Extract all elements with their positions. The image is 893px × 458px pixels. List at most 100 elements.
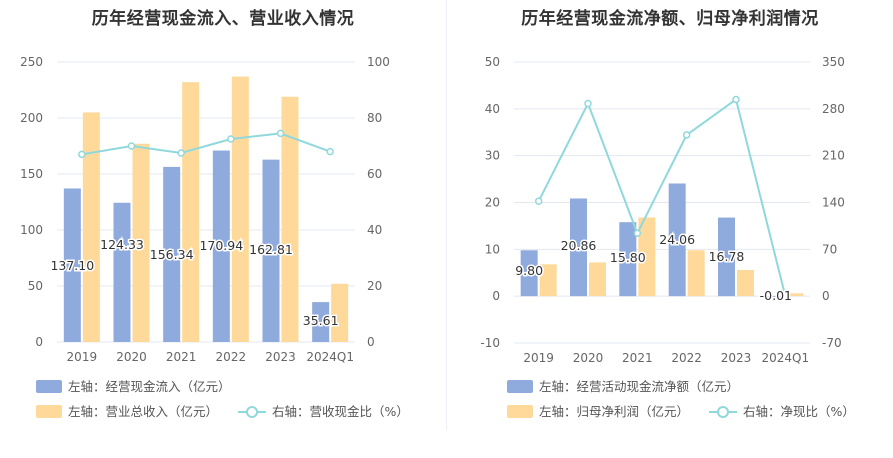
line-point	[732, 95, 740, 104]
bar	[687, 250, 705, 297]
legend-swatch	[507, 380, 533, 393]
line-point	[682, 131, 691, 139]
y-tick-label-left: 50	[485, 55, 500, 69]
legend-item-revenue-cash-ratio[interactable]: 右轴：营收现金比（%）	[238, 401, 409, 420]
y-tick-label-right: 280	[822, 102, 845, 116]
data-label: 137.10	[50, 258, 94, 273]
y-tick-label-right: 40	[367, 223, 382, 237]
x-tick-label: 2021	[166, 350, 197, 364]
legend-item-revenue[interactable]: 左轴：营业总收入（亿元）	[36, 401, 218, 420]
panel-divider	[446, 0, 447, 430]
bar	[231, 76, 249, 342]
data-label: 35.61	[303, 313, 339, 328]
line-point	[177, 149, 185, 157]
series-line	[537, 97, 787, 297]
y-tick-label-right: 350	[822, 55, 845, 69]
data-label: 124.33	[100, 237, 144, 252]
line-point	[227, 135, 235, 143]
bar	[718, 217, 735, 297]
x-tick-label: 2024Q1	[306, 350, 354, 364]
bar	[786, 293, 804, 297]
data-label: 170.94	[199, 238, 243, 253]
y-tick-label-left: 50	[28, 279, 43, 293]
y-tick-label-right: 0	[822, 289, 830, 303]
line-point	[78, 150, 86, 159]
line-point	[584, 99, 592, 108]
bar	[312, 302, 330, 342]
legend-item-net-cash-ratio[interactable]: 右轴：净现比（%）	[709, 401, 855, 420]
x-tick-label: 2024Q1	[762, 351, 810, 365]
x-tick-label: 2023	[265, 350, 296, 364]
legend-swatch	[36, 380, 62, 393]
line-point	[276, 129, 285, 138]
y-tick-label-left: 20	[485, 196, 500, 210]
chart-panel-netcash-profit: 历年经营现金流净额、归母净利润情况 -10 0 10 20 30 40 50 -70 0 70 14…	[447, 0, 893, 458]
x-tick-label: 2023	[721, 351, 752, 365]
legend-label: 左轴：经营活动现金流净额（亿元）	[539, 379, 740, 394]
bar	[132, 143, 150, 342]
bar	[520, 250, 538, 297]
legend-item-cash-inflow[interactable]: 左轴：经营现金流入（亿元）	[36, 376, 231, 395]
y-tick-label-right: 20	[367, 279, 382, 293]
y-tick-label-left: 200	[20, 111, 43, 125]
bar	[570, 198, 587, 297]
legend-label: 右轴：净现比（%）	[743, 404, 855, 419]
legend-label: 左轴：归母净利润（亿元）	[539, 404, 690, 419]
chart-plot-area: 0 50 100 150 200 250 0 20 40 60 80 100 2019 2020 2021 2…	[20, 55, 390, 364]
legend-label: 左轴：营业总收入（亿元）	[68, 404, 219, 419]
bar	[63, 188, 81, 342]
legend-item-net-profit[interactable]: 左轴：归母净利润（亿元）	[507, 401, 689, 420]
y-tick-label-right: 70	[822, 242, 837, 256]
bar	[619, 222, 637, 297]
y-tick-label-right: 0	[367, 335, 375, 349]
bar	[82, 112, 100, 343]
y-tick-label-left: -10	[480, 336, 500, 350]
x-tick-label: 2020	[116, 350, 147, 364]
line-point	[326, 147, 334, 156]
data-label: 15.80	[610, 250, 646, 265]
legend-swatch	[507, 405, 533, 418]
bar	[331, 283, 349, 342]
line-point	[781, 292, 790, 300]
bar	[539, 264, 557, 297]
legend-swatch	[36, 405, 62, 418]
data-label: 9.80	[515, 263, 543, 278]
bar	[638, 217, 656, 297]
data-label: 16.78	[709, 249, 745, 264]
data-label: 24.06	[659, 232, 695, 247]
legend-item-net-operating-cash[interactable]: 左轴：经营活动现金流净额（亿元）	[507, 376, 739, 395]
series-line	[81, 132, 331, 156]
x-tick-label: 2019	[67, 350, 98, 364]
data-label: 20.86	[561, 238, 597, 253]
legend-swatch	[709, 405, 737, 418]
y-tick-label-right: 140	[822, 196, 845, 210]
x-tick-label: 2022	[671, 351, 702, 365]
bar	[113, 202, 131, 342]
data-label: -0.01	[760, 288, 792, 303]
y-tick-label-right: 210	[822, 149, 845, 163]
y-tick-label-right: 80	[367, 111, 382, 125]
chart-title: 历年经营现金流净额、归母净利润情况	[521, 9, 819, 29]
line-point	[633, 229, 642, 238]
bar	[668, 183, 686, 297]
y-tick-label-left: 10	[485, 242, 500, 256]
bar	[589, 262, 606, 297]
bar	[163, 166, 181, 342]
y-tick-label-left: 0	[492, 289, 500, 303]
bar	[212, 150, 230, 342]
legend-swatch	[238, 405, 266, 418]
legend-label: 右轴：营收现金比（%）	[272, 404, 409, 419]
data-label: 162.81	[249, 242, 293, 257]
y-tick-label-left: 100	[20, 223, 43, 237]
bar	[262, 159, 280, 342]
y-tick-label-right: 100	[367, 55, 390, 69]
y-tick-label-left: 30	[485, 149, 500, 163]
y-tick-label-right: -70	[822, 336, 842, 350]
x-tick-label: 2022	[216, 350, 247, 364]
y-tick-label-left: 150	[20, 167, 43, 181]
line-point	[534, 197, 543, 205]
line-point	[127, 142, 136, 150]
data-label: 156.34	[150, 247, 194, 262]
y-tick-label-right: 60	[367, 167, 382, 181]
chart-title: 历年经营现金流入、营业收入情况	[91, 9, 355, 29]
